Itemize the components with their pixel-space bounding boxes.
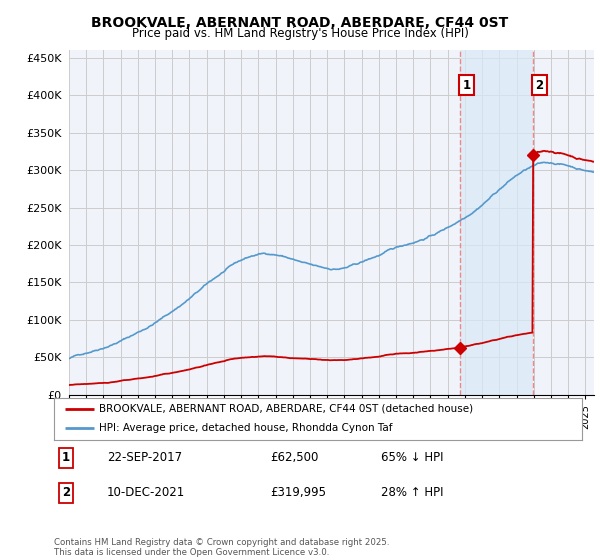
Text: BROOKVALE, ABERNANT ROAD, ABERDARE, CF44 0ST (detached house): BROOKVALE, ABERNANT ROAD, ABERDARE, CF44…	[99, 404, 473, 414]
Text: 2: 2	[62, 486, 70, 500]
Text: 10-DEC-2021: 10-DEC-2021	[107, 486, 185, 500]
Text: £319,995: £319,995	[271, 486, 326, 500]
Text: £62,500: £62,500	[271, 451, 319, 464]
Text: Price paid vs. HM Land Registry's House Price Index (HPI): Price paid vs. HM Land Registry's House …	[131, 27, 469, 40]
Text: HPI: Average price, detached house, Rhondda Cynon Taf: HPI: Average price, detached house, Rhon…	[99, 423, 392, 433]
Text: 1: 1	[463, 79, 471, 92]
Text: BROOKVALE, ABERNANT ROAD, ABERDARE, CF44 0ST: BROOKVALE, ABERNANT ROAD, ABERDARE, CF44…	[91, 16, 509, 30]
Text: Contains HM Land Registry data © Crown copyright and database right 2025.
This d: Contains HM Land Registry data © Crown c…	[54, 538, 389, 557]
Text: 22-SEP-2017: 22-SEP-2017	[107, 451, 182, 464]
Text: 65% ↓ HPI: 65% ↓ HPI	[382, 451, 444, 464]
Text: 28% ↑ HPI: 28% ↑ HPI	[382, 486, 444, 500]
Text: 1: 1	[62, 451, 70, 464]
Bar	[460, 50, 533, 395]
Text: 2: 2	[535, 79, 544, 92]
